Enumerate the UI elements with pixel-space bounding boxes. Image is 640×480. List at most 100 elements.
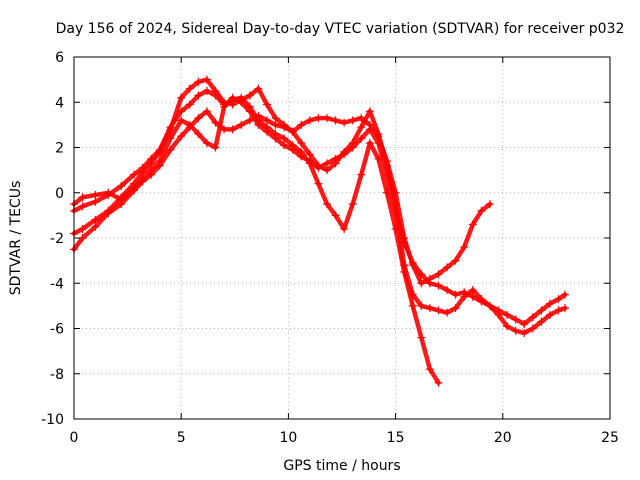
data-point-marker bbox=[528, 324, 537, 333]
data-point-marker bbox=[237, 93, 246, 102]
data-point-marker bbox=[425, 304, 434, 313]
data-point-marker bbox=[460, 243, 469, 252]
data-point-marker bbox=[166, 123, 175, 132]
data-point-marker bbox=[383, 188, 392, 197]
data-point-marker bbox=[78, 193, 87, 202]
data-point-marker bbox=[331, 159, 340, 168]
data-point-marker bbox=[434, 270, 443, 279]
data-point-marker bbox=[194, 77, 203, 86]
data-point-marker bbox=[138, 163, 147, 172]
data-point-marker bbox=[537, 317, 546, 326]
series-line bbox=[71, 88, 441, 386]
data-point-marker bbox=[202, 138, 211, 147]
data-point-marker bbox=[228, 95, 237, 104]
data-point-marker bbox=[451, 256, 460, 265]
data-point-marker bbox=[211, 118, 220, 127]
data-point-marker bbox=[130, 179, 139, 188]
data-point-marker bbox=[237, 120, 246, 129]
y-tick-label: -4 bbox=[50, 276, 64, 292]
data-series bbox=[70, 75, 569, 387]
data-point-marker bbox=[443, 308, 452, 317]
data-point-marker bbox=[177, 93, 186, 102]
data-point-marker bbox=[78, 224, 87, 233]
data-point-marker bbox=[305, 150, 314, 159]
data-point-marker bbox=[383, 157, 392, 166]
data-point-marker bbox=[485, 200, 494, 209]
x-tick-label: 20 bbox=[494, 430, 512, 446]
data-point-marker bbox=[340, 224, 349, 233]
data-point-marker bbox=[305, 116, 314, 125]
data-point-marker bbox=[91, 222, 100, 231]
y-axis-label: SDTVAR / TECUs bbox=[8, 181, 24, 296]
data-point-marker bbox=[503, 322, 512, 331]
data-point-marker bbox=[155, 161, 164, 170]
data-point-marker bbox=[560, 290, 569, 299]
data-point-marker bbox=[202, 86, 211, 95]
data-point-marker bbox=[185, 123, 194, 132]
data-point-marker bbox=[391, 224, 400, 233]
data-point-marker bbox=[443, 263, 452, 272]
data-point-marker bbox=[314, 179, 323, 188]
data-point-marker bbox=[554, 306, 563, 315]
data-point-marker bbox=[245, 91, 254, 100]
data-point-marker bbox=[177, 132, 186, 141]
data-point-marker bbox=[314, 161, 323, 170]
data-point-marker bbox=[331, 116, 340, 125]
data-point-marker bbox=[545, 299, 554, 308]
data-point-marker bbox=[147, 154, 156, 163]
data-point-marker bbox=[322, 166, 331, 175]
data-point-marker bbox=[185, 100, 194, 109]
data-point-marker bbox=[408, 301, 417, 310]
x-axis-label: GPS time / hours bbox=[283, 458, 400, 474]
data-point-marker bbox=[322, 159, 331, 168]
y-tick-label: 2 bbox=[55, 141, 64, 157]
data-point-marker bbox=[280, 123, 289, 132]
data-point-marker bbox=[271, 114, 280, 123]
data-point-marker bbox=[434, 306, 443, 315]
data-point-marker bbox=[417, 333, 426, 342]
y-tick-label: -6 bbox=[50, 322, 64, 338]
data-point-marker bbox=[322, 200, 331, 209]
x-tick-label: 5 bbox=[177, 430, 186, 446]
data-point-marker bbox=[177, 116, 186, 125]
data-point-marker bbox=[155, 145, 164, 154]
data-point-marker bbox=[297, 138, 306, 147]
data-point-marker bbox=[365, 138, 374, 147]
data-point-marker bbox=[348, 116, 357, 125]
data-point-marker bbox=[451, 290, 460, 299]
data-point-marker bbox=[365, 120, 374, 129]
data-point-marker bbox=[117, 181, 126, 190]
data-point-marker bbox=[545, 310, 554, 319]
data-point-marker bbox=[357, 134, 366, 143]
axis-ticks: 0 5 10 15 20 25 -10 -8 -6 -4 -2 0 2 4 6 bbox=[41, 50, 619, 446]
chart-title: Day 156 of 2024, Sidereal Day-to-day VTE… bbox=[56, 21, 625, 37]
data-point-marker bbox=[288, 127, 297, 136]
data-point-marker bbox=[417, 279, 426, 288]
data-point-marker bbox=[357, 170, 366, 179]
data-point-marker bbox=[314, 114, 323, 123]
data-point-marker bbox=[560, 304, 569, 313]
data-point-marker bbox=[305, 159, 314, 168]
data-point-marker bbox=[348, 138, 357, 147]
data-point-marker bbox=[104, 191, 113, 200]
grid bbox=[74, 57, 610, 419]
data-point-marker bbox=[468, 220, 477, 229]
data-point-marker bbox=[262, 123, 271, 132]
data-point-marker bbox=[194, 129, 203, 138]
data-point-marker bbox=[494, 310, 503, 319]
y-tick-label: -2 bbox=[50, 231, 64, 247]
x-tick-label: 25 bbox=[601, 430, 619, 446]
y-tick-label: -8 bbox=[50, 367, 64, 383]
data-point-marker bbox=[254, 111, 263, 120]
data-point-marker bbox=[211, 91, 220, 100]
data-point-marker bbox=[425, 274, 434, 283]
data-point-marker bbox=[271, 120, 280, 129]
data-point-marker bbox=[262, 116, 271, 125]
data-point-marker bbox=[468, 286, 477, 295]
x-tick-label: 15 bbox=[387, 430, 405, 446]
data-point-marker bbox=[408, 261, 417, 270]
data-point-marker bbox=[417, 301, 426, 310]
data-point-marker bbox=[130, 170, 139, 179]
y-tick-label: 4 bbox=[55, 95, 64, 111]
data-point-marker bbox=[485, 301, 494, 310]
